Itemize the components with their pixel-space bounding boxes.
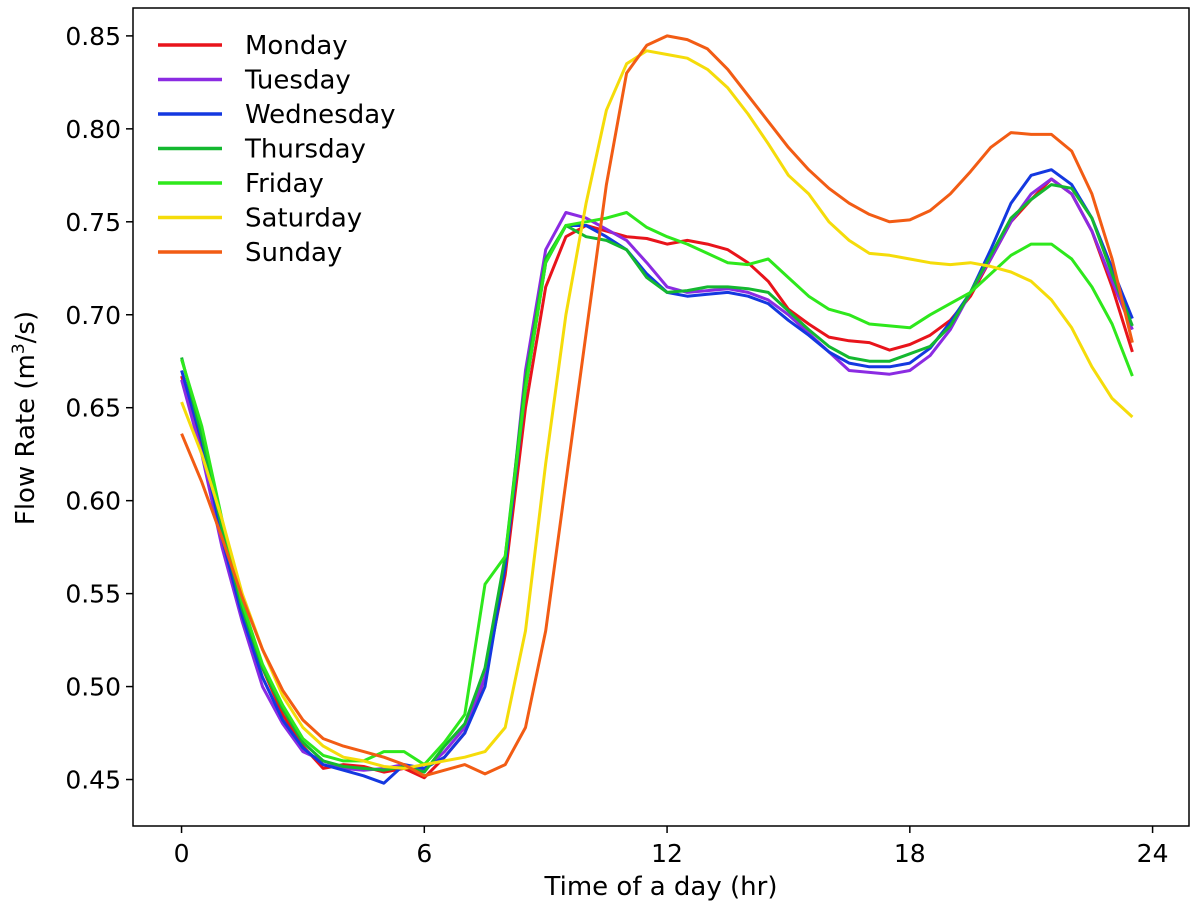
- series-line-sunday: [180, 34, 1134, 778]
- plot-frame: [132, 7, 1190, 827]
- legend-item-friday: Friday: [158, 169, 324, 199]
- y-axis-label-superscript: 3: [9, 343, 29, 354]
- x-tick-label: 0: [174, 839, 190, 868]
- legend-label: Monday: [245, 31, 348, 61]
- y-tick-label: 0.50: [65, 673, 121, 702]
- legend-item-wednesday: Wednesday: [158, 100, 396, 130]
- y-tick-label: 0.60: [65, 487, 121, 516]
- legend-item-monday: Monday: [158, 31, 348, 61]
- legend-item-tuesday: Tuesday: [158, 66, 351, 96]
- legend: Monday Tuesday Wednesday Thursday Friday Satu…: [158, 31, 396, 268]
- legend-label: Sunday: [245, 238, 342, 268]
- legend-item-saturday: Saturday: [158, 204, 362, 234]
- legend-label: Wednesday: [245, 100, 396, 130]
- legend-item-sunday: Sunday: [158, 238, 342, 268]
- x-tick-label: 6: [416, 839, 432, 868]
- series-line-thursday: [180, 183, 1134, 774]
- legend-item-thursday: Thursday: [158, 135, 366, 165]
- legend-label: Tuesday: [244, 66, 351, 96]
- y-axis-label: Flow Rate (m3/s): [9, 311, 41, 525]
- x-tick-label: 12: [651, 839, 683, 868]
- y-axis-ticks: 0.45 0.50 0.55 0.60 0.65 0.70 0.75 0.80 0.85: [65, 22, 133, 795]
- series-line-saturday: [180, 49, 1134, 770]
- legend-label: Thursday: [244, 135, 366, 165]
- x-axis-ticks: 0 6 12 18 24: [174, 826, 1169, 868]
- y-tick-label: 0.65: [65, 394, 121, 423]
- y-tick-label: 0.85: [65, 22, 121, 51]
- y-tick-label: 0.75: [65, 208, 121, 237]
- series-layer: [180, 34, 1134, 785]
- x-axis-label: Time of a day (hr): [544, 872, 778, 902]
- series-line-friday: [180, 211, 1134, 767]
- y-tick-label: 0.45: [65, 766, 121, 795]
- y-tick-label: 0.55: [65, 580, 121, 609]
- y-tick-label: 0.70: [65, 301, 121, 330]
- legend-label: Friday: [245, 169, 324, 199]
- x-tick-label: 24: [1137, 839, 1169, 868]
- legend-label: Saturday: [245, 204, 362, 234]
- y-tick-label: 0.80: [65, 115, 121, 144]
- x-tick-label: 18: [894, 839, 926, 868]
